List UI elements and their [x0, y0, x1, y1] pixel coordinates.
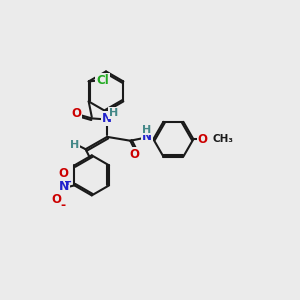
Text: O: O	[130, 148, 140, 161]
Text: +: +	[64, 176, 72, 187]
Text: -: -	[60, 199, 65, 212]
Text: N: N	[58, 180, 69, 194]
Text: N: N	[142, 130, 152, 142]
Text: H: H	[142, 125, 151, 135]
Text: H: H	[70, 140, 80, 150]
Text: O: O	[52, 193, 62, 206]
Text: O: O	[71, 107, 81, 120]
Text: Cl: Cl	[96, 74, 109, 87]
Text: N: N	[102, 112, 112, 125]
Text: O: O	[58, 167, 69, 180]
Text: H: H	[109, 108, 118, 118]
Text: O: O	[198, 133, 208, 146]
Text: CH₃: CH₃	[213, 134, 234, 144]
